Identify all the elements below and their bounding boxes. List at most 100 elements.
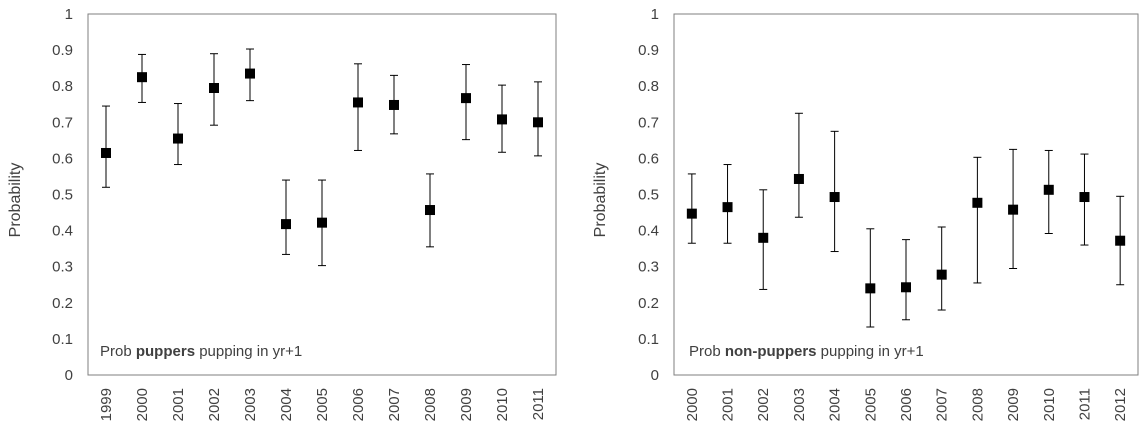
y-tick-label: 0.3: [52, 259, 73, 276]
annotation-suffix: pupping in yr+1: [195, 343, 302, 360]
y-tick-label: 0.5: [52, 187, 73, 204]
x-tick-label: 2005: [314, 388, 331, 421]
data-point-group: [758, 189, 769, 290]
data-point: [972, 197, 983, 208]
x-tick-label: 2012: [1112, 388, 1129, 421]
data-point: [686, 208, 697, 219]
data-point-group: [497, 84, 507, 153]
x-tick-label: 2010: [1041, 388, 1058, 421]
data-point: [1008, 204, 1019, 215]
data-point: [1043, 184, 1054, 195]
data-point: [936, 269, 947, 280]
data-point-group: [686, 173, 697, 244]
data-point-group: [865, 228, 876, 328]
y-tick-label: 0.1: [52, 331, 73, 348]
plot-frame: [87, 13, 557, 376]
data-point: [533, 117, 543, 128]
y-tick-label: 0.4: [638, 223, 659, 240]
data-point: [829, 192, 840, 203]
x-tick-label: 2003: [242, 388, 259, 421]
data-point-group: [209, 53, 219, 126]
y-tick-label: 0.9: [52, 42, 73, 59]
data-point: [793, 173, 804, 184]
x-tick-label: 2011: [530, 388, 547, 420]
y-axis-title: Probability: [7, 163, 24, 238]
data-point-group: [389, 74, 399, 135]
data-point-group: [173, 103, 183, 166]
x-tick-label: 1999: [98, 388, 115, 421]
data-point: [209, 83, 219, 94]
y-tick-label: 0.9: [638, 42, 659, 59]
data-point: [101, 147, 111, 158]
x-tick-label: 2006: [898, 388, 915, 421]
x-tick-label: 2002: [206, 388, 223, 421]
annotation-prefix: Prob: [100, 343, 136, 360]
y-axis-title: Probability: [592, 163, 609, 238]
chart-puppers: 0 0.1 0.2 0.3 0.4 0.5 0.6 0.7 0.8 0.9 1 Probability…: [7, 6, 557, 421]
x-tick-label: 2011: [1076, 388, 1093, 420]
panel-annotation: Prob non-puppers pupping in yr+1: [689, 343, 924, 360]
x-tick-label: 2004: [278, 388, 295, 421]
y-tick-label: 0.7: [52, 114, 73, 131]
data-point: [425, 205, 435, 216]
y-tick-label: 0.5: [638, 187, 659, 204]
annotation-bold: non-puppers: [725, 343, 817, 360]
x-tick-label: 2007: [934, 388, 951, 421]
x-tick-label: 2000: [134, 388, 151, 421]
data-point-group: [936, 226, 947, 311]
data-point: [353, 97, 363, 108]
data-point-group: [101, 105, 111, 188]
x-tick-label: 2005: [862, 388, 879, 421]
data-point: [461, 93, 471, 104]
data-point-group: [1115, 195, 1126, 286]
chart-non-puppers: 0 0.1 0.2 0.3 0.4 0.5 0.6 0.7 0.8 0.9 1 Probability…: [592, 6, 1139, 421]
x-tick-label: 2001: [720, 388, 737, 421]
x-tick-label: 2010: [494, 388, 511, 421]
data-point: [173, 133, 183, 144]
x-tick-label: 2009: [458, 388, 475, 421]
x-tick-label: 2007: [386, 388, 403, 421]
data-point-group: [137, 53, 147, 103]
x-tick-label: 2002: [755, 388, 772, 421]
data-point-group: [281, 179, 291, 255]
data-point: [317, 217, 327, 228]
y-tick-label: 0.7: [638, 114, 659, 131]
data-point-group: [1043, 149, 1054, 234]
data-point: [497, 114, 507, 125]
data-point-group: [1079, 153, 1090, 246]
data-point: [865, 283, 876, 294]
panel-annotation: Prob puppers pupping in yr+1: [100, 343, 302, 360]
annotation-prefix: Prob: [689, 343, 725, 360]
data-point: [901, 282, 911, 293]
y-tick-label: 0.8: [52, 78, 73, 95]
y-tick-label: 0.2: [638, 295, 659, 312]
y-tick-label: 0.2: [52, 295, 73, 312]
data-point: [137, 72, 147, 83]
data-point-group: [972, 156, 983, 284]
data-point-group: [425, 173, 435, 248]
data-point: [1115, 235, 1126, 246]
y-tick-label: 0.6: [52, 150, 73, 167]
annotation-bold: puppers: [136, 343, 195, 360]
y-tick-label: 0: [65, 367, 73, 384]
data-point-group: [533, 81, 543, 157]
data-point-group: [461, 64, 471, 141]
x-tick-label: 2006: [350, 388, 367, 421]
x-tick-label: 2004: [827, 388, 844, 421]
y-tick-label: 0: [651, 367, 659, 384]
data-point-group: [793, 112, 804, 218]
data-point: [389, 99, 399, 110]
y-tick-label: 1: [65, 6, 73, 23]
data-point: [1079, 192, 1090, 203]
y-tick-label: 0.6: [638, 150, 659, 167]
data-point-group: [317, 179, 327, 267]
data-point: [722, 202, 733, 213]
x-tick-label: 2009: [1005, 388, 1022, 421]
y-tick-label: 0.8: [638, 78, 659, 95]
data-point-group: [829, 130, 840, 253]
x-tick-label: 2000: [684, 388, 701, 421]
x-tick-label: 2003: [791, 388, 808, 421]
data-point-group: [353, 63, 363, 151]
x-tick-label: 2008: [969, 388, 986, 421]
data-point: [758, 232, 769, 243]
